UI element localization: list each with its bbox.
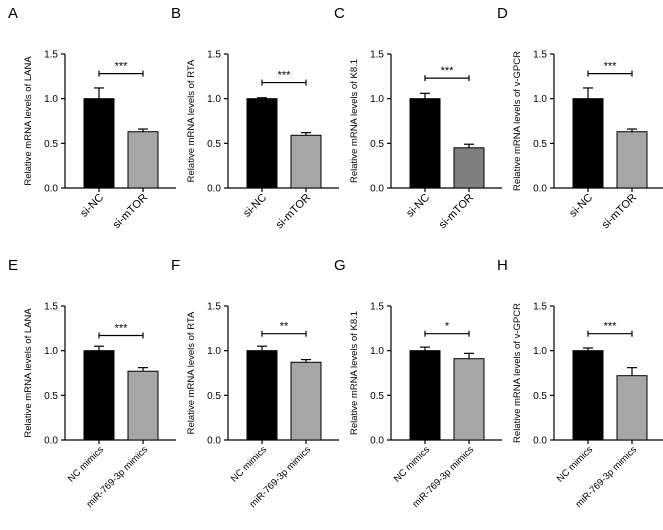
panel-label: H bbox=[497, 257, 508, 274]
y-tick-label: 0.0 bbox=[44, 436, 58, 447]
significance-label: ** bbox=[280, 321, 289, 333]
y-axis-title: Relative mRNA levels of K8.1 bbox=[349, 59, 360, 183]
y-tick-label: 1.5 bbox=[207, 50, 221, 61]
panel-label: F bbox=[171, 257, 180, 274]
x-tick-label: si-mTOR bbox=[111, 192, 150, 231]
x-tick-label: si-mTOR bbox=[437, 192, 476, 231]
y-tick-label: 0.0 bbox=[207, 184, 221, 195]
x-tick-label: NC mimics bbox=[555, 444, 595, 484]
y-tick-label: 1.5 bbox=[44, 302, 58, 313]
y-axis-title: Relative mRNA levels of LANA bbox=[23, 56, 34, 186]
bar bbox=[616, 375, 648, 441]
x-tick-label: si-mTOR bbox=[600, 192, 639, 231]
x-tick-label: si-NC bbox=[78, 192, 106, 220]
bar bbox=[290, 134, 322, 189]
panel-label: G bbox=[334, 257, 346, 274]
bar bbox=[453, 358, 485, 441]
bar bbox=[83, 350, 115, 441]
y-tick-label: 1.0 bbox=[44, 94, 58, 105]
x-tick-label: si-mTOR bbox=[274, 192, 313, 231]
y-tick-label: 0.0 bbox=[370, 436, 384, 447]
y-tick-label: 1.5 bbox=[370, 302, 384, 313]
y-tick-label: 1.5 bbox=[370, 50, 384, 61]
bar bbox=[616, 131, 648, 189]
y-tick-label: 0.5 bbox=[370, 139, 384, 150]
y-tick-label: 0.0 bbox=[533, 184, 547, 195]
y-tick-label: 0.5 bbox=[207, 391, 221, 402]
significance-label: *** bbox=[441, 65, 455, 77]
panel-label: D bbox=[497, 5, 508, 22]
y-tick-label: 1.5 bbox=[207, 302, 221, 313]
y-tick-label: 0.5 bbox=[533, 391, 547, 402]
panel-label: E bbox=[8, 257, 18, 274]
significance-label: *** bbox=[115, 322, 129, 334]
y-tick-label: 0.0 bbox=[370, 184, 384, 195]
bar bbox=[572, 350, 604, 441]
x-tick-label: NC mimics bbox=[66, 444, 106, 484]
bar bbox=[127, 370, 159, 441]
bar bbox=[409, 350, 441, 441]
y-axis-title: Relative mRNA levels of RTA bbox=[186, 311, 197, 434]
x-tick-label: NC mimics bbox=[392, 444, 432, 484]
significance-label: * bbox=[445, 321, 450, 333]
y-axis-title: Relative mRNA levels of RTA bbox=[186, 59, 197, 182]
y-tick-label: 1.0 bbox=[370, 346, 384, 357]
y-tick-label: 1.5 bbox=[533, 50, 547, 61]
y-tick-label: 0.5 bbox=[370, 391, 384, 402]
significance-label: *** bbox=[115, 61, 129, 73]
y-tick-label: 0.5 bbox=[533, 139, 547, 150]
y-tick-label: 1.0 bbox=[370, 94, 384, 105]
bar bbox=[290, 361, 322, 441]
significance-label: *** bbox=[604, 61, 618, 73]
bar bbox=[83, 98, 115, 189]
x-tick-label: si-NC bbox=[567, 192, 595, 220]
significance-label: *** bbox=[278, 70, 292, 82]
panel-label: C bbox=[334, 5, 345, 22]
y-tick-label: 0.5 bbox=[44, 139, 58, 150]
y-axis-title: Relative mRNA levels of LANA bbox=[23, 308, 34, 438]
x-tick-label: si-NC bbox=[241, 192, 269, 220]
y-tick-label: 0.0 bbox=[44, 184, 58, 195]
y-tick-label: 1.0 bbox=[207, 94, 221, 105]
panel-label: A bbox=[8, 5, 18, 22]
y-tick-label: 1.5 bbox=[44, 50, 58, 61]
y-axis-title: Relative mRNA levels of K8.1 bbox=[349, 311, 360, 435]
y-tick-label: 0.0 bbox=[207, 436, 221, 447]
panel-label: B bbox=[171, 5, 181, 22]
y-tick-label: 1.0 bbox=[207, 346, 221, 357]
y-tick-label: 0.5 bbox=[207, 139, 221, 150]
y-tick-label: 1.0 bbox=[533, 94, 547, 105]
bar bbox=[246, 98, 278, 189]
y-tick-label: 1.0 bbox=[533, 346, 547, 357]
y-tick-label: 0.0 bbox=[533, 436, 547, 447]
y-tick-label: 1.5 bbox=[533, 302, 547, 313]
bar bbox=[127, 131, 159, 189]
y-axis-title: Relative mRNA levels of v-GPCR bbox=[512, 303, 523, 443]
y-tick-label: 1.0 bbox=[44, 346, 58, 357]
significance-label: *** bbox=[604, 321, 618, 333]
y-axis-title: Relative mRNA levels of v-GPCR bbox=[512, 51, 523, 191]
bar bbox=[453, 147, 485, 189]
x-tick-label: NC mimics bbox=[229, 444, 269, 484]
bar bbox=[246, 350, 278, 441]
bar bbox=[409, 98, 441, 189]
x-tick-label: si-NC bbox=[404, 192, 432, 220]
bar bbox=[572, 98, 604, 189]
y-tick-label: 0.5 bbox=[44, 391, 58, 402]
